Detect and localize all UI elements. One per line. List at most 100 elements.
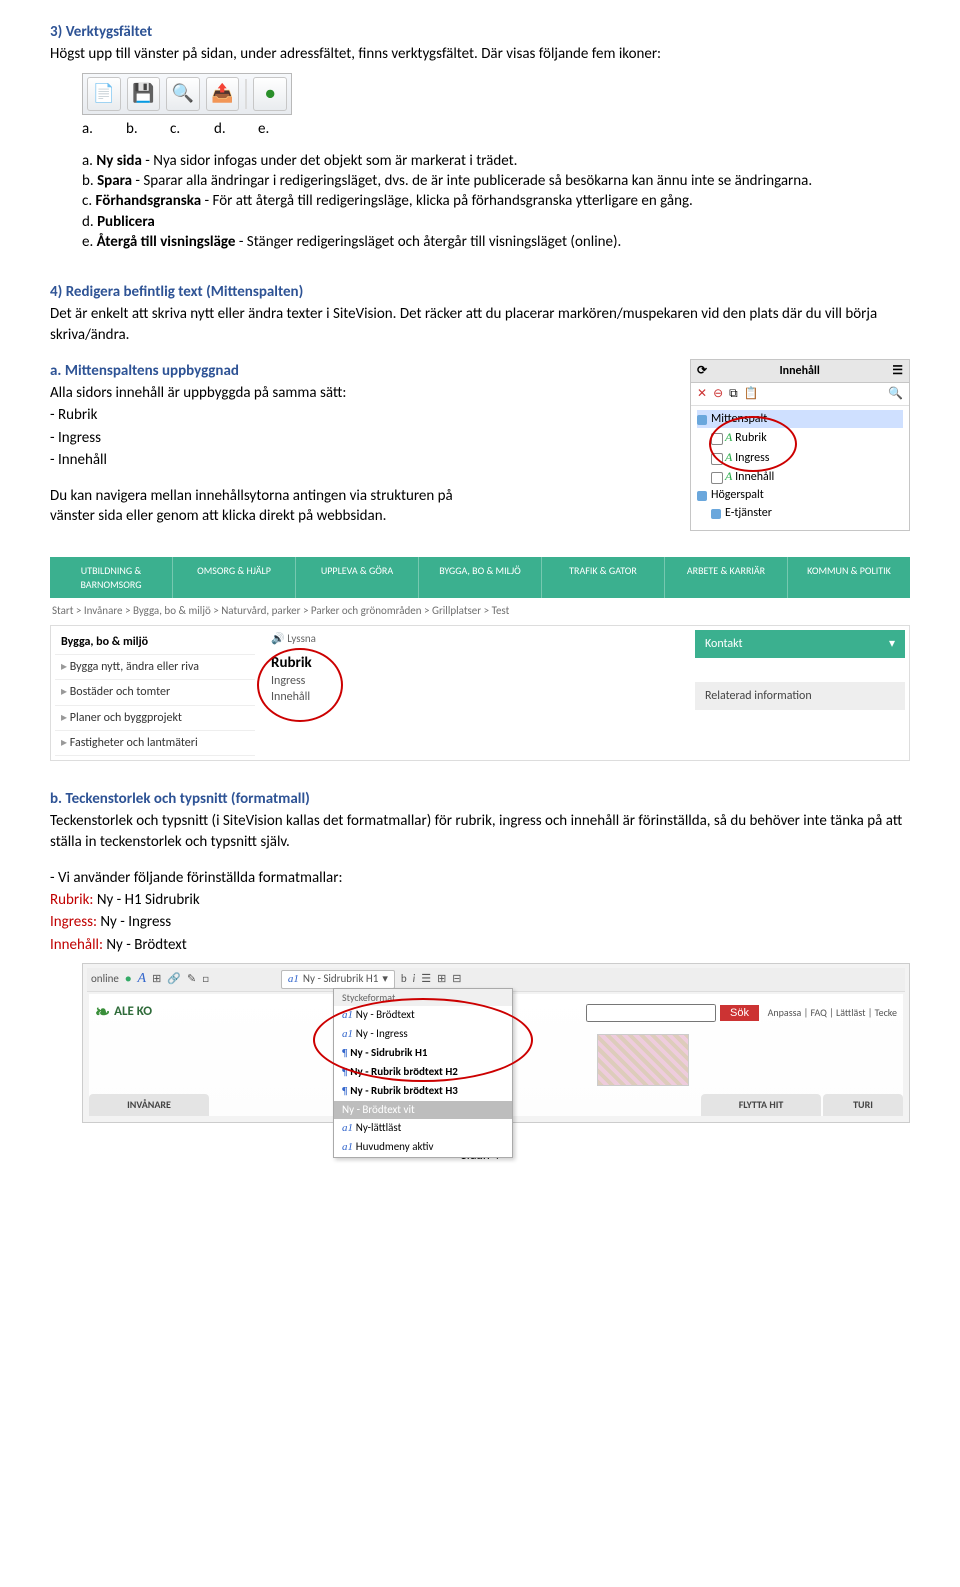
search-button[interactable]: Sök: [720, 1005, 759, 1021]
def-b: b. Spara - Sparar alla ändringar i redig…: [102, 171, 910, 191]
style-dropdown[interactable]: Styckeformat a1 Ny - Brödtext a1 Ny - In…: [333, 988, 513, 1158]
dropdown-header: Styckeformat: [334, 989, 512, 1007]
tab-item[interactable]: INVÅNARE: [89, 1094, 209, 1116]
logo: ❧ ALE KO: [89, 994, 199, 1030]
tree-node[interactable]: E-tjänster: [711, 504, 903, 522]
nav-item[interactable]: OMSORG & HJÄLP: [173, 557, 296, 598]
dropdown-item[interactable]: ¶ Ny - Rubrik brödtext H3: [334, 1082, 512, 1101]
dropdown-item[interactable]: a1 Ny-lättläst: [334, 1119, 512, 1138]
s4-body1: Det är enkelt att skriva nytt eller ändr…: [50, 304, 910, 345]
def-e: e. Återgå till visningsläge - Stänger re…: [102, 232, 910, 252]
s4a-title: Mittenspaltens uppbyggnad: [65, 362, 239, 380]
dropdown-item[interactable]: ¶ Ny - Rubrik brödtext H2: [334, 1063, 512, 1082]
tree-node[interactable]: A Innehåll: [711, 467, 903, 486]
page-grid: Bygga, bo & miljö Bygga nytt, ändra elle…: [50, 625, 910, 761]
panel-title: Innehåll: [779, 363, 819, 379]
s3-title: Verktygsfältet: [66, 23, 153, 41]
nav-item[interactable]: BYGGA, BO & MILJÖ: [419, 557, 542, 598]
right-column: Kontakt ▾ Relaterad information: [695, 630, 905, 756]
toolbar-icon[interactable]: ⊞: [437, 972, 446, 987]
lyssna-link[interactable]: 🔊 Lyssna: [271, 632, 679, 647]
leaf-icon: ❧: [95, 1000, 110, 1024]
letter-b: b.: [126, 119, 152, 139]
refresh-icon: ⟳: [697, 363, 707, 379]
minus-icon[interactable]: ⊖: [713, 386, 723, 402]
nav-item[interactable]: ARBETE & KARRIÄR: [665, 557, 788, 598]
font-a-icon: A: [138, 970, 147, 989]
nav-item[interactable]: UTBILDNING & BARNOMSORG: [50, 557, 173, 598]
toolbar-icon[interactable]: ⊞: [152, 972, 161, 987]
toolbar-icon[interactable]: ☰: [421, 972, 431, 987]
toolbar-icon[interactable]: 🔗: [167, 972, 181, 987]
nav-item[interactable]: TRAFIK & GATOR: [542, 557, 665, 598]
section-4: 4) Redigera befintlig text (Mittenspalte…: [50, 282, 910, 1123]
letter-d: d.: [214, 119, 240, 139]
toolbar-letter-row: a. b. c. d. e.: [82, 119, 910, 139]
related-info: Relaterad information: [695, 682, 905, 710]
chevron-down-icon: ▾: [382, 972, 388, 987]
left-menu-item[interactable]: Fastigheter och lantmäteri: [55, 731, 255, 756]
fm-rubrik: Rubrik: Ny - H1 Sidrubrik: [50, 890, 910, 910]
def-d: d. Publicera: [102, 212, 910, 232]
tree-node[interactable]: Mittenspalt: [697, 410, 903, 428]
tree-node[interactable]: Högerspalt: [697, 486, 903, 504]
toolbar-icon[interactable]: ✎: [187, 972, 196, 987]
breadcrumb: Start > Invånare > Bygga, bo & miljö > N…: [50, 598, 910, 625]
s4-title: Redigera befintlig text (Mittenspalten): [66, 283, 304, 301]
s4b-body: Teckenstorlek och typsnitt (i SiteVision…: [50, 811, 910, 852]
content-tree: Mittenspalt A Rubrik A Ingress A Innehål…: [691, 406, 909, 530]
toolbar-icon[interactable]: b: [401, 972, 407, 987]
letter-e: e.: [258, 119, 284, 139]
search-icon[interactable]: 🔍: [888, 386, 903, 402]
s4a-k: a.: [50, 362, 61, 380]
toolbar-icon[interactable]: i: [413, 972, 416, 987]
nav-strip: UTBILDNING & BARNOMSORG OMSORG & HJÄLP U…: [50, 557, 910, 598]
search-box: Sök: [586, 1004, 759, 1022]
toolbar-icon[interactable]: ⊟: [452, 972, 461, 987]
letter-a: a.: [82, 119, 108, 139]
left-menu-item[interactable]: Bostäder och tomter: [55, 680, 255, 705]
top-links[interactable]: Anpassa | FAQ | Lättläst | Tecke: [768, 1006, 897, 1020]
left-menu-item[interactable]: Planer och byggprojekt: [55, 706, 255, 731]
view-mode-icon[interactable]: ●: [253, 77, 287, 111]
toolbar-icon[interactable]: □: [202, 972, 209, 987]
fm-intro: - Vi använder följande förinställda form…: [50, 868, 910, 888]
s4a-para2: Du kan navigera mellan innehållsytorna a…: [50, 486, 470, 527]
new-page-icon[interactable]: 📄: [87, 77, 121, 111]
tab-item[interactable]: TURI: [823, 1094, 903, 1116]
preview-icon[interactable]: 🔍: [166, 77, 200, 111]
chevron-down-icon: ▾: [889, 636, 895, 652]
online-label: online: [91, 972, 119, 987]
letter-c: c.: [170, 119, 196, 139]
fm-ingress: Ingress: Ny - Ingress: [50, 912, 910, 932]
dropdown-item[interactable]: ¶ Ny - Sidrubrik H1: [334, 1044, 512, 1063]
tree-node[interactable]: A Rubrik: [711, 428, 903, 447]
style-select[interactable]: a1 Ny - Sidrubrik H1 ▾: [281, 970, 395, 989]
s3-num: 3): [50, 23, 62, 41]
paste-icon[interactable]: 📋: [744, 386, 759, 402]
fm-innehall: Innehåll: Ny - Brödtext: [50, 935, 910, 955]
nav-item[interactable]: UPPLEVA & GÖRA: [296, 557, 419, 598]
copy-icon[interactable]: ⧉: [729, 386, 738, 402]
s4b-k: b.: [50, 790, 62, 808]
dropdown-item[interactable]: Ny - Brödtext vit: [334, 1101, 512, 1120]
search-input[interactable]: [586, 1004, 716, 1022]
left-menu: Bygga, bo & miljö Bygga nytt, ändra elle…: [55, 630, 255, 756]
tree-node[interactable]: A Ingress: [711, 448, 903, 467]
tab-item[interactable]: FLYTTA HIT: [701, 1094, 821, 1116]
left-menu-item[interactable]: Bygga nytt, ändra eller riva: [55, 655, 255, 680]
close-icon[interactable]: ✕: [697, 386, 707, 402]
s4-num: 4): [50, 283, 62, 301]
dropdown-item[interactable]: a1 Huvudmeny aktiv: [334, 1138, 512, 1157]
highlight-oval: [257, 648, 343, 722]
save-icon[interactable]: 💾: [127, 77, 161, 111]
publish-icon[interactable]: 📤: [206, 77, 240, 111]
dropdown-item[interactable]: a1 Ny - Brödtext: [334, 1006, 512, 1025]
content-panel: ⟳ Innehåll ☰ ✕ ⊖ ⧉ 📋 🔍 Mittenspalt A Rub…: [690, 359, 910, 532]
dropdown-item[interactable]: a1 Ny - Ingress: [334, 1025, 512, 1044]
def-c: c. Förhandsgranska - För att återgå till…: [102, 191, 910, 211]
nav-item[interactable]: KOMMUN & POLITIK: [788, 557, 910, 598]
kontakt-box[interactable]: Kontakt ▾: [695, 630, 905, 658]
thumb-image: [597, 1034, 689, 1086]
menu-icon[interactable]: ☰: [892, 363, 903, 379]
